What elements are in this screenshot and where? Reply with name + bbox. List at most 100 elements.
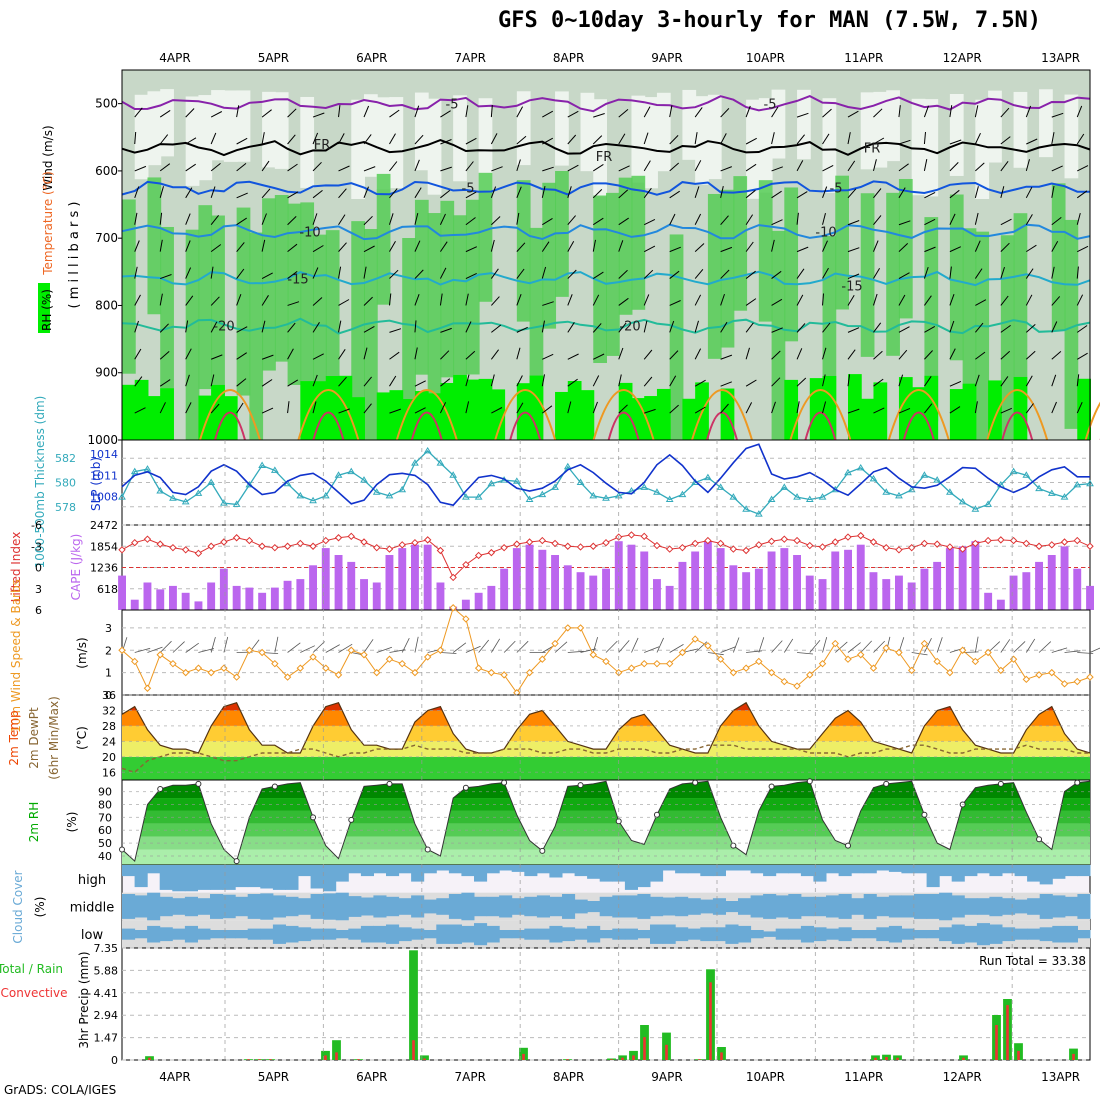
rh-point [501, 779, 508, 786]
wind-barb [592, 271, 604, 279]
wind-speed-point [385, 655, 394, 663]
cloud-low-bar [813, 927, 827, 942]
isotherm-25-bump [592, 389, 655, 441]
cloud-middle-bar [536, 895, 550, 918]
thickness-point [347, 467, 356, 475]
cape-bar [169, 585, 177, 610]
wind-barb [185, 374, 190, 387]
cape-bar [181, 592, 190, 610]
wind-barb [898, 163, 909, 172]
wind-barb [618, 189, 629, 199]
cape-bar [1060, 546, 1069, 610]
cloud-low-bar [461, 925, 475, 943]
thickness-point [1009, 467, 1018, 475]
wind-barb [363, 296, 373, 306]
wind-barb [261, 320, 266, 333]
wind-barb [159, 163, 171, 172]
isotherm-freezing [121, 139, 1091, 157]
wind-barb [439, 267, 447, 279]
wind-speed-point [920, 639, 929, 648]
thickness-point [793, 493, 801, 500]
cloud-low-bar [574, 928, 588, 940]
wind-barb [465, 321, 472, 333]
wind-speed-point [156, 651, 164, 659]
surface-wind-barb [771, 640, 783, 653]
pressure-tick-label: 700 [95, 231, 118, 245]
wind-barb [847, 327, 860, 333]
precip-convective-bar [720, 1052, 723, 1060]
wind-speed-point [844, 655, 852, 663]
wind-barb [287, 191, 299, 199]
thickness-point [920, 471, 929, 478]
rh-moist-cell [631, 175, 646, 310]
surface-wind-barb [822, 636, 828, 653]
cape-bar [334, 555, 343, 610]
cloud-middle-bar [1064, 896, 1078, 917]
cloud-low-bar [536, 928, 550, 940]
wind-barb [745, 241, 754, 252]
lifted-point [258, 542, 266, 550]
rh-tick-label: 50 [98, 837, 112, 850]
wind-barb [1000, 242, 1010, 252]
thickness-point [678, 490, 687, 498]
wind-barb [669, 300, 681, 306]
wind-speed-point [589, 651, 597, 659]
cloud-high-bar [976, 865, 990, 874]
rh-point [119, 846, 125, 853]
cloud-high-bar [838, 865, 852, 877]
precip-convective-bar [324, 1055, 327, 1060]
rh-dry-cell [351, 99, 365, 199]
rh-point [730, 842, 737, 849]
wind-barb [745, 105, 751, 118]
wind-barb [414, 240, 421, 252]
wind-barb [491, 166, 503, 172]
wind-barb [796, 294, 804, 306]
surface-wind-barb [1051, 647, 1068, 653]
wind-barb [338, 299, 350, 306]
lifted-tick-label: 6 [35, 604, 42, 617]
cape-bar [869, 572, 878, 610]
surface-wind-barb [797, 652, 814, 655]
wind-barb [389, 408, 401, 414]
cloud-low-bar [474, 923, 488, 946]
wind-speed-point [232, 673, 241, 681]
wind-barb [949, 246, 962, 253]
wind-barb [363, 266, 367, 279]
precip-run-total: Run Total = 33.38 [979, 954, 1086, 968]
wind-speed-point [245, 646, 254, 654]
wind-barb [694, 268, 704, 279]
rh-tick-label: 70 [98, 811, 112, 824]
pressure-tick-label: 800 [95, 298, 118, 312]
lifted-point [232, 534, 241, 542]
wind-barb [134, 320, 139, 333]
wind-barb [592, 375, 600, 387]
rh-saturated-cell [147, 396, 162, 440]
rh-moist-cell [758, 180, 773, 322]
wind-barb [694, 186, 700, 198]
surface-wind-barb [694, 641, 708, 653]
isotherm-label: -5 [462, 182, 475, 197]
wind-speed-point [755, 657, 763, 666]
wind-speed-point [143, 684, 152, 692]
rh-moist-cell [975, 231, 990, 461]
wind-barb [949, 162, 959, 172]
cloud-high-bar [260, 865, 274, 889]
wind-barb [949, 348, 956, 360]
cloud-high-bar [712, 865, 726, 877]
cape-bar [423, 544, 432, 610]
thickness-point [869, 474, 878, 482]
wind-speed-point [181, 668, 190, 677]
precip-convective-bar [1006, 1005, 1009, 1060]
rh-saturated-cell [402, 399, 416, 440]
cloud-low-bar [235, 930, 249, 939]
wind-barb [440, 378, 451, 387]
wind-barb [949, 406, 961, 414]
wind-barb [236, 378, 247, 387]
rh-point [386, 780, 393, 787]
wind-barb [745, 322, 754, 333]
wind-barb [796, 134, 805, 145]
wind-barb [1025, 214, 1033, 225]
wind-barb [185, 295, 194, 306]
wind-barb [796, 323, 806, 333]
isotherm-25-bump [199, 389, 261, 441]
